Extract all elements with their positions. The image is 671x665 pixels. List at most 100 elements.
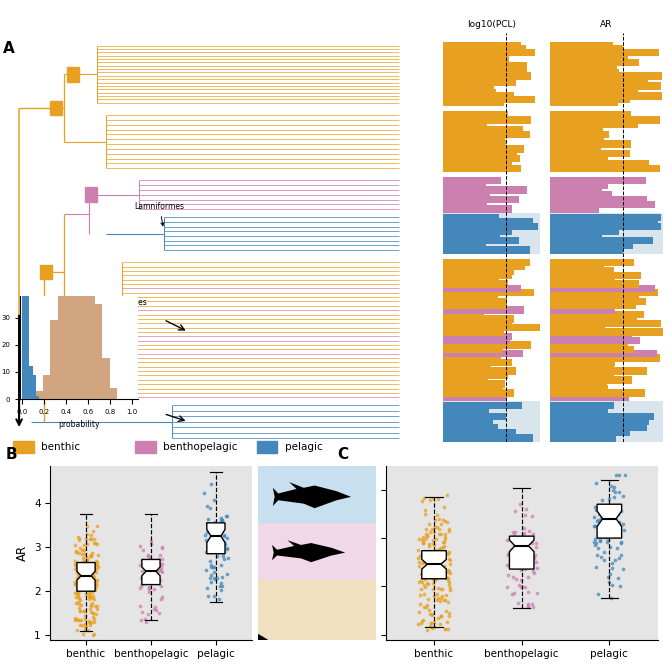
Point xyxy=(88,533,99,544)
Bar xyxy=(550,201,655,208)
Point xyxy=(81,558,92,569)
Point xyxy=(413,607,424,618)
Point xyxy=(79,555,89,566)
Point xyxy=(415,584,426,595)
Point xyxy=(72,590,83,600)
Point xyxy=(71,547,82,558)
Point xyxy=(74,620,85,630)
Point xyxy=(90,600,101,611)
Point xyxy=(588,512,599,523)
Point xyxy=(150,602,160,612)
Point xyxy=(217,571,227,582)
Bar xyxy=(550,329,663,336)
Point xyxy=(424,604,435,615)
Point xyxy=(149,604,160,614)
Point xyxy=(431,555,442,566)
Point xyxy=(423,549,434,560)
Point xyxy=(443,565,454,575)
Point xyxy=(509,529,519,540)
Point xyxy=(431,565,442,576)
Point xyxy=(414,598,425,609)
Bar xyxy=(550,418,649,426)
Point xyxy=(418,565,429,576)
Point xyxy=(424,567,435,578)
Bar xyxy=(550,111,631,119)
Bar xyxy=(443,267,515,275)
Bar xyxy=(72,212,80,399)
Point xyxy=(136,607,147,618)
Point xyxy=(79,581,89,592)
Point xyxy=(81,533,91,544)
Point xyxy=(437,515,448,525)
Point xyxy=(418,535,429,545)
Point xyxy=(73,564,84,575)
Point xyxy=(516,575,527,585)
Point xyxy=(424,494,435,505)
Point xyxy=(507,555,517,565)
Point xyxy=(76,549,87,559)
Point xyxy=(616,505,627,516)
Point xyxy=(73,603,84,614)
Point xyxy=(428,537,439,548)
Point xyxy=(203,524,213,535)
Point xyxy=(429,622,440,632)
Point xyxy=(87,577,97,587)
Bar xyxy=(443,293,499,301)
Point xyxy=(432,565,443,575)
Point xyxy=(88,570,99,581)
Point xyxy=(85,534,96,545)
Point xyxy=(424,539,435,549)
Point xyxy=(511,553,521,563)
Bar xyxy=(443,160,511,167)
Point xyxy=(427,584,438,595)
Point xyxy=(518,523,529,533)
Point xyxy=(85,592,95,602)
Point xyxy=(425,558,435,569)
Bar xyxy=(443,182,486,189)
Bar xyxy=(550,424,648,431)
Point xyxy=(202,517,213,528)
Point xyxy=(219,530,229,541)
Point xyxy=(211,533,222,544)
Bar xyxy=(443,311,484,318)
Point xyxy=(70,579,81,590)
Point xyxy=(146,577,157,587)
Point xyxy=(74,562,85,573)
Point xyxy=(595,535,606,546)
Point xyxy=(604,569,615,580)
Point xyxy=(86,597,97,608)
Point xyxy=(91,581,101,591)
Point xyxy=(592,543,603,553)
Point xyxy=(209,495,219,505)
Point xyxy=(427,578,438,589)
Bar xyxy=(443,86,483,93)
Point xyxy=(89,616,99,627)
Point xyxy=(72,573,83,583)
Point xyxy=(427,492,438,503)
Point xyxy=(70,563,81,574)
Point xyxy=(435,610,446,621)
Point xyxy=(588,521,599,531)
Point xyxy=(84,594,95,604)
Point xyxy=(201,501,212,512)
Bar xyxy=(443,49,535,56)
Point xyxy=(598,513,609,524)
Point xyxy=(91,603,102,614)
Point xyxy=(83,624,93,635)
Point xyxy=(207,529,218,539)
Point xyxy=(427,574,438,585)
Point xyxy=(85,561,96,572)
Point xyxy=(210,543,221,554)
Point xyxy=(436,519,447,530)
Bar xyxy=(550,86,620,93)
Point xyxy=(428,546,439,557)
Point xyxy=(527,601,538,612)
Point xyxy=(429,555,440,565)
Point xyxy=(429,559,440,570)
Point xyxy=(614,518,625,529)
Point xyxy=(443,549,454,560)
Point xyxy=(91,538,102,549)
Point xyxy=(426,618,437,629)
Point xyxy=(425,557,435,567)
Point xyxy=(611,543,622,553)
